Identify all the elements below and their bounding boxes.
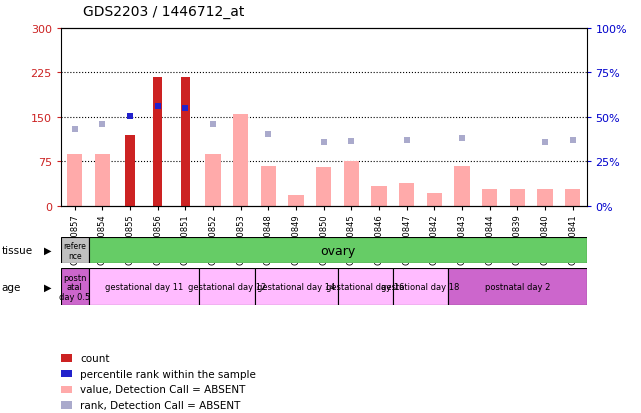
Text: value, Detection Call = ABSENT: value, Detection Call = ABSENT [80, 385, 246, 394]
Bar [95, 154, 110, 206]
Text: gestational day 11: gestational day 11 [104, 282, 183, 292]
Text: tissue: tissue [1, 246, 33, 256]
Bar [61, 268, 88, 306]
Bar [254, 268, 338, 306]
Bar [261, 166, 276, 206]
Text: gestational day 18: gestational day 18 [381, 282, 460, 292]
Bar [427, 193, 442, 206]
Bar [537, 190, 553, 206]
Text: count: count [80, 353, 110, 363]
Bar [448, 268, 587, 306]
Bar [371, 187, 387, 206]
Bar [482, 190, 497, 206]
Text: refere
nce: refere nce [63, 241, 86, 260]
Bar [61, 237, 88, 264]
Text: gestational day 14: gestational day 14 [257, 282, 335, 292]
Bar [288, 196, 304, 206]
Bar [344, 162, 359, 206]
Text: postn
atal
day 0.5: postn atal day 0.5 [59, 273, 90, 301]
Text: ovary: ovary [320, 244, 355, 257]
Bar [181, 78, 190, 206]
Bar [316, 168, 331, 206]
Bar [399, 184, 414, 206]
Text: ▶: ▶ [44, 246, 51, 256]
Bar [338, 268, 393, 306]
Bar [510, 190, 525, 206]
Bar [126, 135, 135, 206]
Text: ▶: ▶ [44, 282, 51, 292]
Bar [565, 190, 580, 206]
Text: gestational day 16: gestational day 16 [326, 282, 404, 292]
Bar [88, 268, 199, 306]
Bar [67, 154, 82, 206]
Bar [205, 154, 221, 206]
Text: postnatal day 2: postnatal day 2 [485, 282, 550, 292]
Bar [153, 78, 162, 206]
Text: age: age [1, 282, 21, 292]
Text: GDS2203 / 1446712_at: GDS2203 / 1446712_at [83, 5, 245, 19]
Bar [199, 268, 254, 306]
Bar [393, 268, 448, 306]
Text: percentile rank within the sample: percentile rank within the sample [80, 369, 256, 379]
Text: rank, Detection Call = ABSENT: rank, Detection Call = ABSENT [80, 400, 240, 410]
Bar [233, 115, 248, 206]
Text: gestational day 12: gestational day 12 [188, 282, 266, 292]
Bar [454, 166, 470, 206]
